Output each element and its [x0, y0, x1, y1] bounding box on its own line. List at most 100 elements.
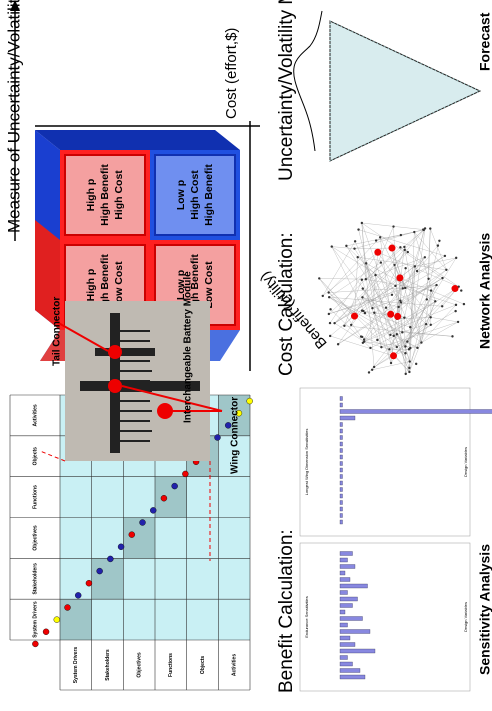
network-edge: [396, 268, 406, 319]
chart-bar: [339, 441, 343, 447]
network-edge: [396, 324, 431, 348]
network-edge: [400, 247, 459, 287]
chart-bar: [339, 609, 346, 615]
dsm-dot: [139, 519, 146, 526]
network-edge: [390, 246, 405, 364]
row-header: Objectives: [136, 652, 142, 678]
network-edge: [354, 248, 398, 317]
callout: Wing Connector: [230, 397, 241, 474]
network-edge: [397, 316, 406, 374]
network-edge: [329, 297, 355, 317]
chart-bar: [339, 428, 343, 434]
network-node: [399, 233, 403, 237]
network-node: [395, 332, 399, 336]
network-edge: [396, 346, 410, 362]
chart-bar: [339, 435, 343, 440]
network-edge: [362, 336, 406, 354]
chart-bar: [339, 480, 343, 486]
network-edge: [354, 257, 358, 317]
network-edge: [374, 355, 394, 368]
network-node: [403, 248, 406, 252]
network-graph: [318, 221, 466, 376]
network-edge: [375, 274, 431, 318]
network-node: [404, 345, 407, 348]
network-node: [413, 265, 417, 268]
network-node: [327, 296, 331, 299]
network-edge: [390, 301, 436, 335]
chart-bar: [339, 409, 492, 414]
network-edge: [351, 226, 394, 325]
row-header: Objects: [200, 656, 206, 675]
chart-bar: [339, 668, 361, 673]
network-node: [361, 296, 364, 299]
chart-bar: [339, 402, 343, 408]
network-node: [371, 307, 374, 310]
face-label: High Cost: [113, 170, 125, 220]
network-edge: [391, 248, 422, 343]
network-node: [374, 248, 382, 256]
network-edge: [365, 279, 432, 291]
network-node: [404, 286, 407, 290]
network-node: [387, 310, 395, 318]
dsm-dot: [75, 592, 82, 599]
panel-title: Benefit Calculation:: [276, 529, 297, 693]
chart-bar: [339, 422, 343, 427]
network-edge: [366, 263, 382, 348]
chart-bar: [339, 396, 343, 401]
chart-bar: [339, 551, 353, 556]
chart-bar: [339, 603, 353, 608]
chart-bar: [339, 629, 371, 634]
network-node: [360, 278, 364, 281]
network-node: [429, 323, 432, 326]
network-edge: [361, 222, 410, 362]
network-node: [462, 302, 466, 306]
network-node: [396, 274, 404, 282]
network-edge: [361, 279, 392, 364]
network-node: [438, 239, 441, 242]
network-node: [353, 240, 357, 243]
network-node: [420, 341, 423, 344]
network-edge: [344, 228, 426, 326]
network-edge: [357, 257, 447, 270]
network-edge: [408, 266, 416, 350]
row-header: Functions: [168, 653, 174, 677]
network-edge: [344, 279, 362, 326]
chart-bar: [339, 487, 343, 492]
row-header: Stakeholders: [105, 649, 111, 681]
network-node: [393, 263, 396, 267]
network-node: [441, 305, 444, 308]
network-edge: [389, 334, 397, 350]
network-node: [429, 289, 433, 292]
column-header: System Drivers: [32, 601, 38, 638]
diagonal-block: [60, 599, 92, 640]
network-node: [357, 228, 360, 231]
network-node: [441, 276, 444, 280]
column-header: Objectives: [32, 525, 38, 551]
network-edge: [338, 269, 447, 345]
chart-bar: [339, 661, 353, 667]
network-node: [363, 311, 367, 315]
network-edge: [391, 248, 406, 289]
panel-label: Forecast: [477, 12, 492, 71]
network-node: [399, 301, 403, 304]
network-edge: [329, 297, 403, 333]
network-node: [365, 262, 368, 265]
network-node: [345, 244, 348, 248]
network-edge: [334, 323, 365, 342]
network-edge: [405, 284, 437, 289]
chart-bar: [339, 642, 356, 647]
network-edge: [375, 275, 394, 356]
network-node: [425, 298, 429, 301]
chart-bar: [339, 448, 343, 453]
chart-bar: [339, 622, 348, 628]
network-node: [429, 227, 432, 230]
network-node: [373, 311, 376, 314]
network-edge: [372, 361, 410, 370]
network-edge: [331, 246, 396, 287]
network-node: [397, 305, 400, 309]
face-label: Low Cost: [113, 261, 125, 309]
dsm-dot: [107, 555, 114, 563]
network-edge: [346, 245, 427, 325]
chart-bar: [339, 590, 348, 595]
